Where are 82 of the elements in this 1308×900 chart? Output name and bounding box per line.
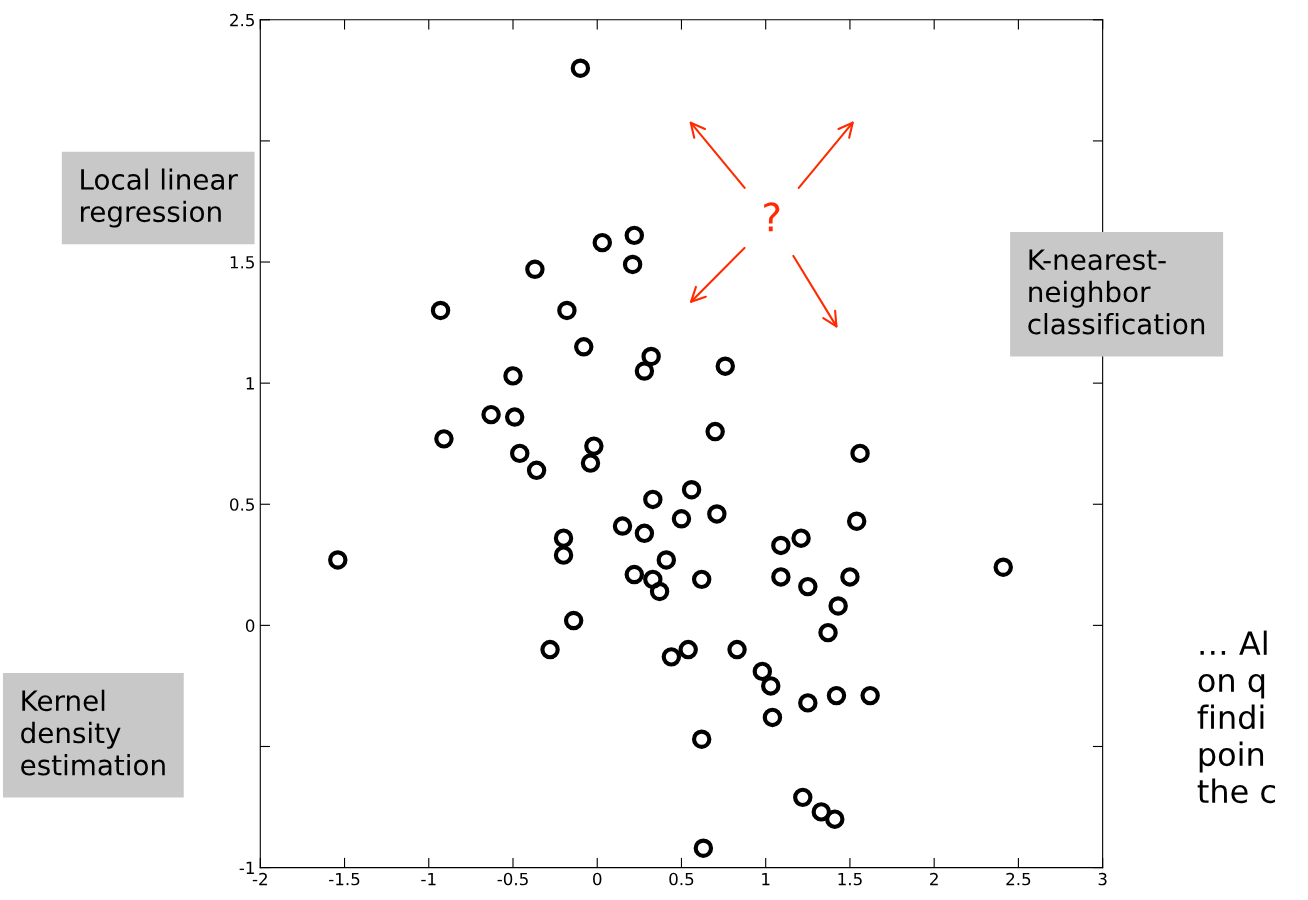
x-tick-label: 3 bbox=[1098, 872, 1107, 886]
point bbox=[671, 509, 692, 529]
point bbox=[771, 567, 791, 587]
point bbox=[840, 567, 860, 587]
point bbox=[656, 550, 677, 570]
text: … Al on q findi poin the c bbox=[1197, 630, 1275, 804]
point bbox=[818, 622, 838, 643]
point bbox=[553, 545, 574, 565]
point bbox=[612, 516, 633, 536]
point bbox=[430, 300, 451, 321]
point bbox=[526, 460, 547, 481]
point bbox=[634, 523, 655, 544]
text: Kernel density estimation bbox=[21, 689, 165, 776]
y-tick-label: -1 bbox=[239, 861, 254, 874]
point bbox=[434, 429, 454, 449]
point bbox=[328, 550, 348, 570]
point bbox=[860, 685, 880, 706]
y-tick-label: 0 bbox=[245, 619, 255, 632]
point bbox=[624, 564, 645, 585]
point bbox=[649, 581, 670, 602]
y-tick-label: 1 bbox=[246, 377, 254, 390]
point bbox=[592, 232, 613, 253]
x-tick-label: -1.5 bbox=[329, 872, 360, 886]
point bbox=[574, 337, 594, 357]
point bbox=[504, 407, 525, 427]
point bbox=[771, 535, 791, 556]
x-tick-label: -1 bbox=[421, 872, 436, 886]
x-tick-label: 0 bbox=[593, 872, 602, 886]
point bbox=[691, 569, 712, 590]
point bbox=[580, 453, 601, 473]
x-tick-label: 2.5 bbox=[1006, 872, 1031, 886]
point bbox=[828, 596, 848, 616]
point bbox=[762, 707, 783, 728]
x-tick-label: 2 bbox=[930, 872, 938, 886]
point bbox=[793, 787, 813, 808]
point bbox=[846, 511, 867, 531]
x-tick-label: -0.5 bbox=[497, 872, 528, 886]
point bbox=[624, 225, 645, 246]
text: Local linear regression bbox=[81, 168, 238, 228]
point bbox=[791, 528, 811, 548]
point bbox=[693, 838, 714, 858]
point bbox=[540, 639, 560, 660]
point bbox=[584, 436, 604, 456]
point bbox=[798, 693, 818, 713]
point bbox=[850, 443, 870, 464]
point bbox=[503, 366, 523, 386]
y-tick-label: 2.5 bbox=[230, 13, 254, 27]
point bbox=[553, 528, 574, 548]
point bbox=[510, 443, 530, 464]
point bbox=[634, 361, 655, 381]
point bbox=[715, 356, 735, 376]
point bbox=[622, 254, 643, 275]
point bbox=[641, 346, 661, 367]
point bbox=[525, 259, 545, 280]
annotation: K-nearest- neighbor classification bbox=[1028, 249, 1205, 335]
x-tick-label: 1.5 bbox=[838, 872, 862, 886]
x-tick-label: 0.5 bbox=[669, 872, 694, 886]
point bbox=[643, 489, 663, 510]
point bbox=[557, 300, 577, 321]
point bbox=[643, 569, 663, 590]
annotation: ? bbox=[764, 202, 780, 232]
point bbox=[705, 421, 725, 442]
point bbox=[727, 639, 747, 660]
y-tick-label: 0.5 bbox=[230, 498, 254, 511]
point bbox=[681, 479, 702, 500]
point bbox=[563, 610, 584, 631]
point bbox=[825, 809, 845, 829]
point bbox=[798, 576, 818, 597]
point bbox=[661, 647, 682, 667]
y-tick-label: 1.5 bbox=[230, 256, 254, 269]
point bbox=[707, 504, 727, 524]
point bbox=[993, 557, 1013, 577]
point bbox=[481, 404, 501, 425]
x-tick-label: -2 bbox=[252, 872, 267, 886]
point bbox=[691, 729, 712, 749]
point bbox=[752, 661, 773, 682]
point bbox=[761, 676, 781, 696]
point bbox=[811, 802, 832, 822]
x-tick-label: 1 bbox=[762, 872, 770, 886]
point bbox=[826, 685, 847, 706]
point bbox=[678, 639, 698, 660]
point bbox=[570, 58, 591, 78]
